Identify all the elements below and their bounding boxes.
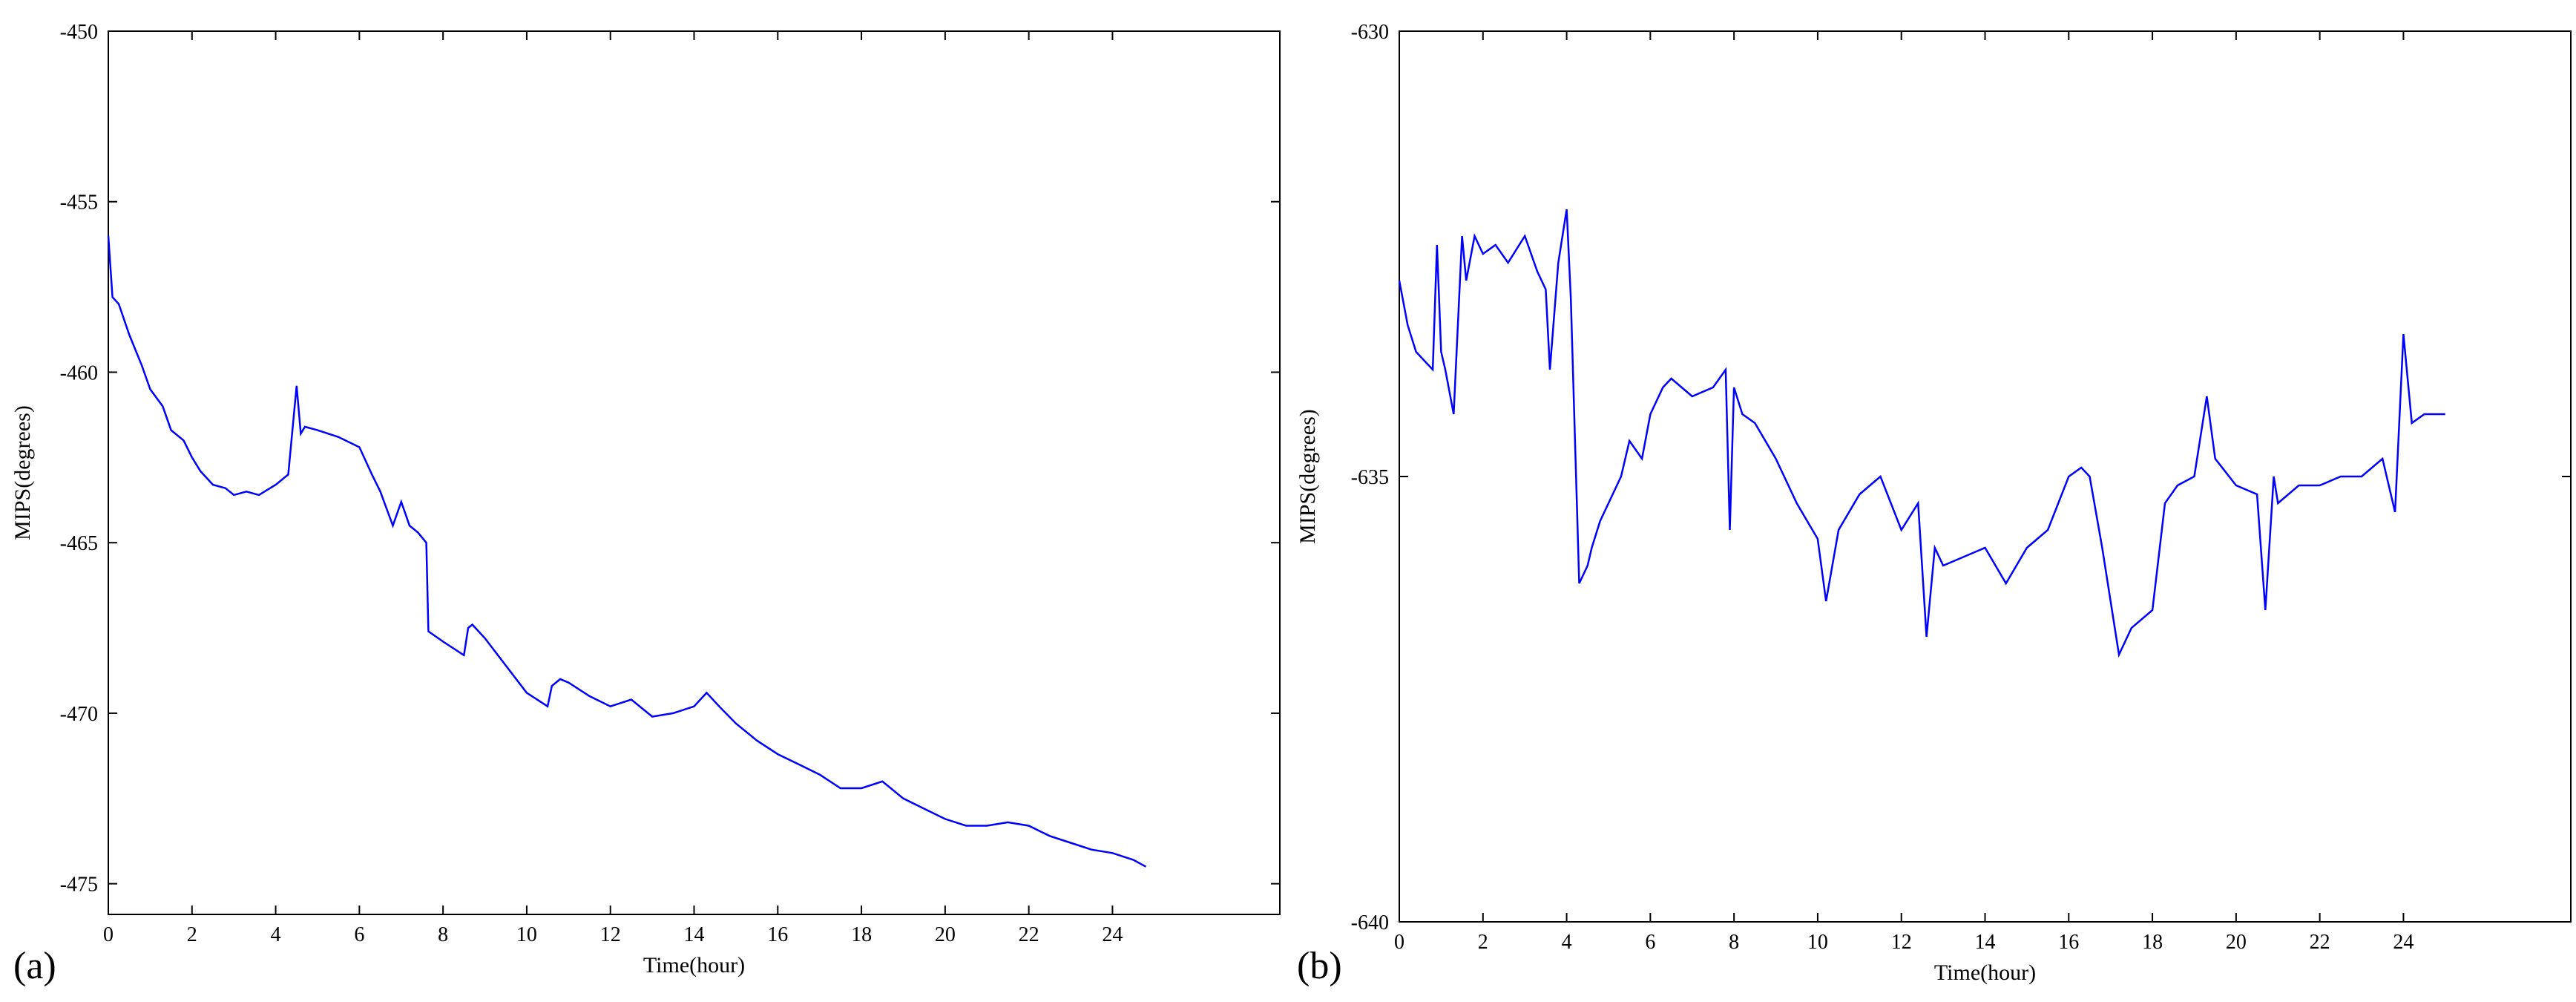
x-tick-label: 4 (1562, 931, 1572, 954)
x-axis-label-a: Time(hour) (643, 953, 745, 978)
x-tick-label: 6 (1645, 931, 1655, 954)
y-tick-label: -630 (1351, 21, 1389, 44)
x-axis-label-b: Time(hour) (1934, 960, 2036, 985)
x-tick-label: 22 (1019, 923, 1039, 946)
axis-ticks-a: 0 2 4 6 8 10 12 14 16 18 20 22 24-450-455-460-465-47… (60, 21, 1280, 946)
x-tick-label: 16 (767, 923, 788, 946)
y-tick-label: -640 (1351, 911, 1389, 934)
x-tick-label: 0 (1394, 931, 1404, 954)
y-tick-label: -635 (1351, 466, 1389, 489)
y-tick-label: -465 (60, 532, 98, 555)
x-tick-label: 6 (354, 923, 364, 946)
y-axis-label-a: MIPS(degrees) (10, 405, 35, 540)
x-tick-label: 16 (2058, 931, 2079, 954)
y-tick-label: -460 (60, 361, 98, 384)
x-tick-label: 20 (2226, 931, 2247, 954)
x-tick-label: 20 (935, 923, 956, 946)
x-tick-label: 24 (1102, 923, 1123, 946)
plot-frame-a (108, 30, 1281, 915)
x-tick-label: 12 (600, 923, 621, 946)
x-tick-label: 0 (103, 923, 114, 946)
x-tick-label: 2 (187, 923, 197, 946)
series-line-a (107, 235, 1147, 868)
chart-panel-a: 0 2 4 6 8 10 12 14 16 18 20 22 24-450-455-460-465-47… (10, 21, 1281, 987)
y-tick-label: -470 (60, 703, 98, 726)
series-line-b (1398, 209, 2445, 658)
y-axis-label-b: MIPS(degrees) (1295, 409, 1320, 544)
x-tick-label: 14 (684, 923, 705, 946)
y-tick-label: -455 (60, 191, 98, 215)
x-tick-label: 18 (2142, 931, 2163, 954)
x-tick-label: 14 (1975, 931, 1996, 954)
x-tick-label: 8 (438, 923, 448, 946)
panel-label-b: (b) (1297, 945, 1342, 987)
x-tick-label: 4 (271, 923, 281, 946)
x-tick-label: 8 (1729, 931, 1739, 954)
y-tick-label: -475 (60, 874, 98, 897)
chart-panel-b: 0 2 4 6 8 10 12 14 16 18 20 22 24-630-635-640 Time(h… (1295, 21, 2572, 987)
x-tick-label: 10 (516, 923, 537, 946)
y-tick-label: -450 (60, 21, 98, 44)
plot-frame-b (1399, 30, 2572, 923)
x-tick-label: 22 (2310, 931, 2330, 954)
panel-label-a: (a) (13, 945, 56, 987)
x-tick-label: 18 (851, 923, 872, 946)
x-tick-label: 10 (1807, 931, 1828, 954)
x-tick-label: 24 (2393, 931, 2414, 954)
axis-ticks-b: 0 2 4 6 8 10 12 14 16 18 20 22 24-630-635-640 (1351, 21, 2571, 954)
x-tick-label: 12 (1891, 931, 1912, 954)
x-tick-label: 2 (1478, 931, 1488, 954)
